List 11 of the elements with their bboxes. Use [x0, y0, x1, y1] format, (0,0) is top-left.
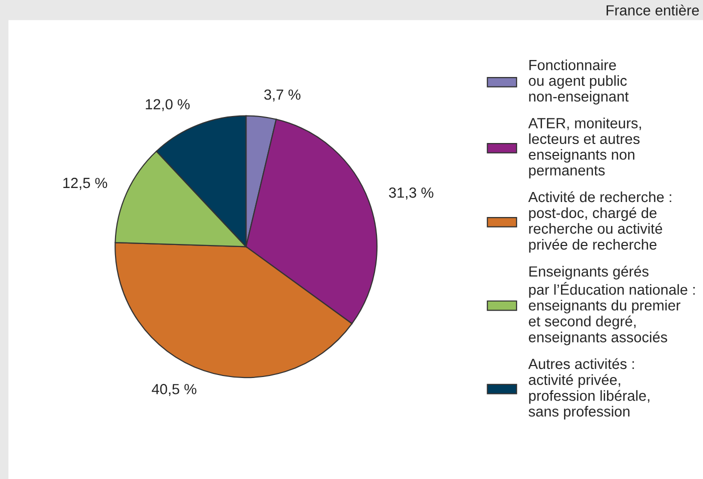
legend-label: Activité de recherche : post-doc, chargé de recherche ou activité privée de recherche [528, 191, 672, 253]
chart-subtitle: France entière [606, 4, 699, 16]
legend-label: Autres activités : activité privée, profession libérale, sans profession [528, 358, 650, 420]
data-label: 3,7 % [264, 89, 300, 102]
legend-label: ATER, moniteurs, lecteurs et autres enseignants non permanents [528, 118, 641, 178]
legend-label: Fonctionnaire ou agent public non-enseignant [528, 60, 629, 105]
data-label: 12,0 % [146, 99, 190, 112]
data-label: 31,3 % [388, 187, 434, 200]
legend-label: Enseignants gérés par l’Éducation nationale : enseignants du premier et second degré, enseignants associés [528, 266, 695, 346]
data-label: 12,5 % [63, 178, 108, 190]
data-label: 40,5 % [152, 384, 196, 396]
